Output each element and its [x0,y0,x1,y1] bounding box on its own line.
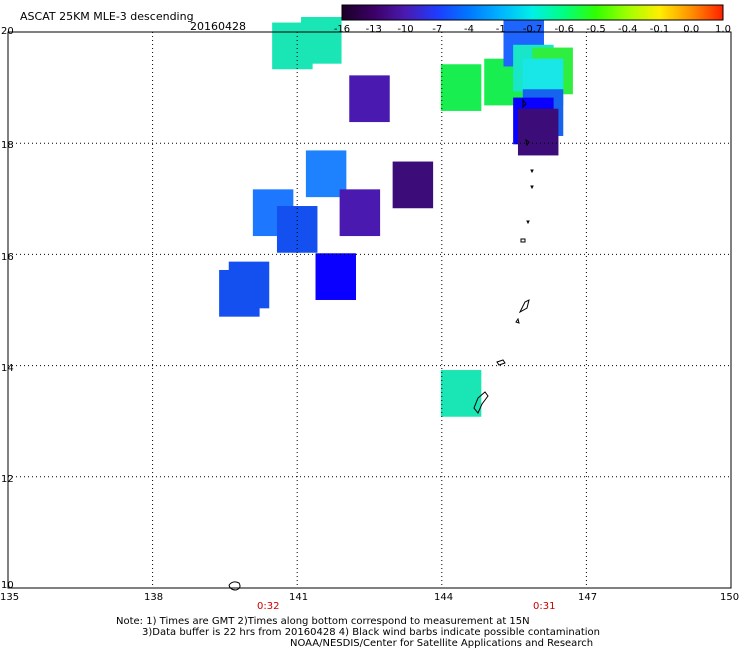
island-anatahan [520,238,526,243]
time-label-east: 0:31 [533,601,556,612]
island-parece [228,581,241,591]
colorbar-label: -0.6 [554,24,574,35]
colorbar-label: 0.0 [683,24,700,35]
colorbar-label: -0.1 [649,24,670,35]
island-outlines [228,98,534,591]
island-guguan [530,185,534,190]
lon-label-141: 141 [289,592,309,603]
colorbar-label: -16 [333,24,351,35]
note-line-1: Note: 1) Times are GMT 2)Times along bot… [116,616,530,627]
island-pagan [522,98,527,109]
island-tinian [515,317,520,324]
colorbar-label: -10 [397,24,414,35]
island-sarigan [530,169,534,174]
island-rota [496,359,506,366]
lon-label-150: 150 [720,592,740,603]
colorbar-label: 1.0 [715,24,731,35]
data-cell-17 [315,253,357,300]
colorbar-label: -1 [495,24,506,35]
data-cell-12 [305,150,347,198]
data-cell-16 [276,206,318,253]
colorbar [342,5,723,20]
lat-label-10: 10 [1,580,14,591]
lon-label-147: 147 [578,592,598,603]
data-cell-19 [219,269,260,317]
data-cell-1 [301,16,342,64]
time-label-west: 0:32 [257,601,280,612]
colorbar-label: -4 [464,24,474,35]
colorbar-frame [341,4,724,21]
lon-label-135: 135 [0,592,20,603]
colorbar-label: -13 [365,24,382,35]
data-cell-13 [392,161,434,209]
colorbar-label: -0.4 [617,24,638,35]
lat-label-12: 12 [1,474,14,485]
note-line-2: 3)Data buffer is 22 hrs from 20160428 4)… [142,627,600,638]
colorbar-label: -0.7 [522,24,543,35]
chart-title: ASCAT 25KM MLE-3 descending [20,10,194,23]
island-alamagan [526,220,530,225]
data-cell-15 [339,189,381,237]
note-line-3: NOAA/NESDIS/Center for Satellite Applica… [290,638,594,649]
colorbar-label: -7 [432,24,443,35]
map-frame [7,31,732,589]
colorbar-label: -0.5 [586,24,606,35]
lat-label-14: 14 [1,363,14,374]
data-cell-11 [517,108,559,156]
gridlines [8,32,731,588]
island-guam [473,391,489,414]
lat-label-20: 20 [1,26,14,37]
lon-label-138: 138 [144,592,164,603]
lon-label-144: 144 [434,592,454,603]
colorbar-gradient [342,5,723,20]
island-agrihan [525,138,530,147]
island-saipan [518,299,530,314]
lat-label-18: 18 [1,140,14,151]
chart-date: 20160428 [190,20,246,33]
data-cell-3 [440,64,482,111]
data-cell-2 [349,75,390,123]
data-cells [219,16,573,417]
lat-label-16: 16 [1,252,14,263]
